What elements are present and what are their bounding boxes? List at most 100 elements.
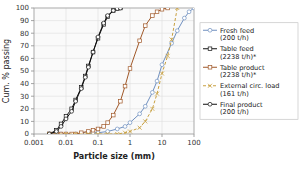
- series: [47, 8, 122, 134]
- tick-mark: [34, 134, 35, 137]
- grid-line: [34, 20, 194, 21]
- legend-marker: [208, 65, 212, 69]
- marker: [96, 35, 100, 39]
- legend-label: External circ. load(161 t/h): [220, 82, 279, 98]
- tick-mark: [31, 8, 34, 9]
- tick-mark: [31, 71, 34, 72]
- marker: [70, 109, 74, 113]
- plot-area: [34, 8, 194, 134]
- marker: [47, 132, 51, 134]
- tick-label: 0.01: [58, 139, 74, 147]
- marker: [106, 14, 110, 18]
- tick-mark: [31, 20, 34, 21]
- legend-label-line: (2238 t/h)*: [220, 71, 257, 79]
- marker: [96, 127, 100, 131]
- tick-label: 0.001: [24, 139, 44, 147]
- tick-mark: [31, 45, 34, 46]
- legend-box: [200, 23, 298, 120]
- tick-label: 60: [20, 55, 29, 63]
- x-axis-label: Particle size (mm): [73, 152, 155, 161]
- legend-marker: [208, 102, 212, 106]
- grid-line: [34, 108, 194, 109]
- marker: [160, 72, 164, 76]
- tick-label: 30: [20, 93, 29, 101]
- tick-mark: [31, 108, 34, 109]
- marker: [86, 65, 90, 69]
- marker: [91, 50, 95, 54]
- grid: [34, 8, 194, 134]
- marker: [138, 126, 142, 130]
- tick-mark: [98, 134, 99, 137]
- marker: [119, 99, 123, 103]
- tick-label: 70: [20, 42, 29, 50]
- marker: [123, 131, 127, 134]
- marker: [160, 63, 164, 67]
- tick-mark: [31, 96, 34, 97]
- tick-label: 100: [187, 139, 200, 147]
- marker: [155, 79, 159, 83]
- marker: [106, 121, 110, 125]
- grid-line: [34, 83, 194, 84]
- tick-label: 0.1: [92, 139, 103, 147]
- tick-label: 10: [158, 139, 167, 147]
- marker: [74, 132, 78, 134]
- marker: [123, 125, 127, 129]
- marker: [123, 84, 127, 88]
- legend-label: Table product(2238 t/h)*: [219, 64, 265, 80]
- marker: [79, 87, 83, 91]
- marker: [91, 50, 95, 54]
- marker: [138, 112, 142, 116]
- marker: [47, 132, 51, 134]
- plot-frame: [34, 8, 194, 134]
- tick-mark: [31, 33, 34, 34]
- tick-mark: [31, 58, 34, 59]
- data-layer: [47, 8, 194, 134]
- marker: [74, 99, 78, 103]
- marker: [115, 127, 119, 131]
- marker: [166, 54, 170, 58]
- legend: Fresh feed(200 t/h)Table feed(2238 t/h)*…: [200, 23, 298, 120]
- tick-label: 1: [128, 139, 132, 147]
- tick-mark: [162, 134, 163, 137]
- tick-mark: [66, 134, 67, 137]
- tick-mark: [31, 121, 34, 122]
- marker: [111, 113, 115, 117]
- marker: [54, 130, 58, 134]
- marker: [119, 8, 123, 10]
- marker: [143, 119, 147, 123]
- series-line: [49, 8, 194, 134]
- tick-label: 100: [16, 4, 29, 12]
- legend-label: Final product(200 t/h): [220, 101, 263, 117]
- series-line: [49, 8, 167, 134]
- marker: [155, 92, 159, 96]
- marker: [128, 129, 132, 133]
- tick-mark: [31, 134, 34, 135]
- marker: [86, 132, 90, 134]
- marker: [170, 38, 174, 42]
- marker: [59, 125, 63, 129]
- grid-line: [34, 33, 194, 34]
- marker: [118, 8, 122, 10]
- legend-label-line: (161 t/h): [220, 90, 249, 98]
- legend-label-line: (200 t/h): [220, 108, 249, 116]
- legend-label-line: (2238 t/h)*: [220, 53, 257, 61]
- legend-marker: [208, 84, 212, 88]
- marker: [111, 9, 115, 13]
- series: [47, 8, 122, 134]
- marker: [150, 107, 154, 111]
- marker: [128, 121, 132, 125]
- tick-label: 80: [20, 30, 29, 38]
- legend-marker: [208, 47, 212, 51]
- legend-marker: [208, 28, 212, 32]
- marker: [155, 10, 159, 14]
- marker: [47, 132, 51, 134]
- tick-label: 40: [20, 80, 29, 88]
- marker: [175, 8, 179, 10]
- series-line: [49, 8, 177, 134]
- grid-line: [34, 121, 194, 122]
- tick-label: 90: [20, 17, 29, 25]
- marker: [47, 132, 51, 134]
- series: [47, 8, 179, 134]
- y-axis-label: Cum. % passing: [2, 39, 11, 103]
- marker: [64, 132, 68, 134]
